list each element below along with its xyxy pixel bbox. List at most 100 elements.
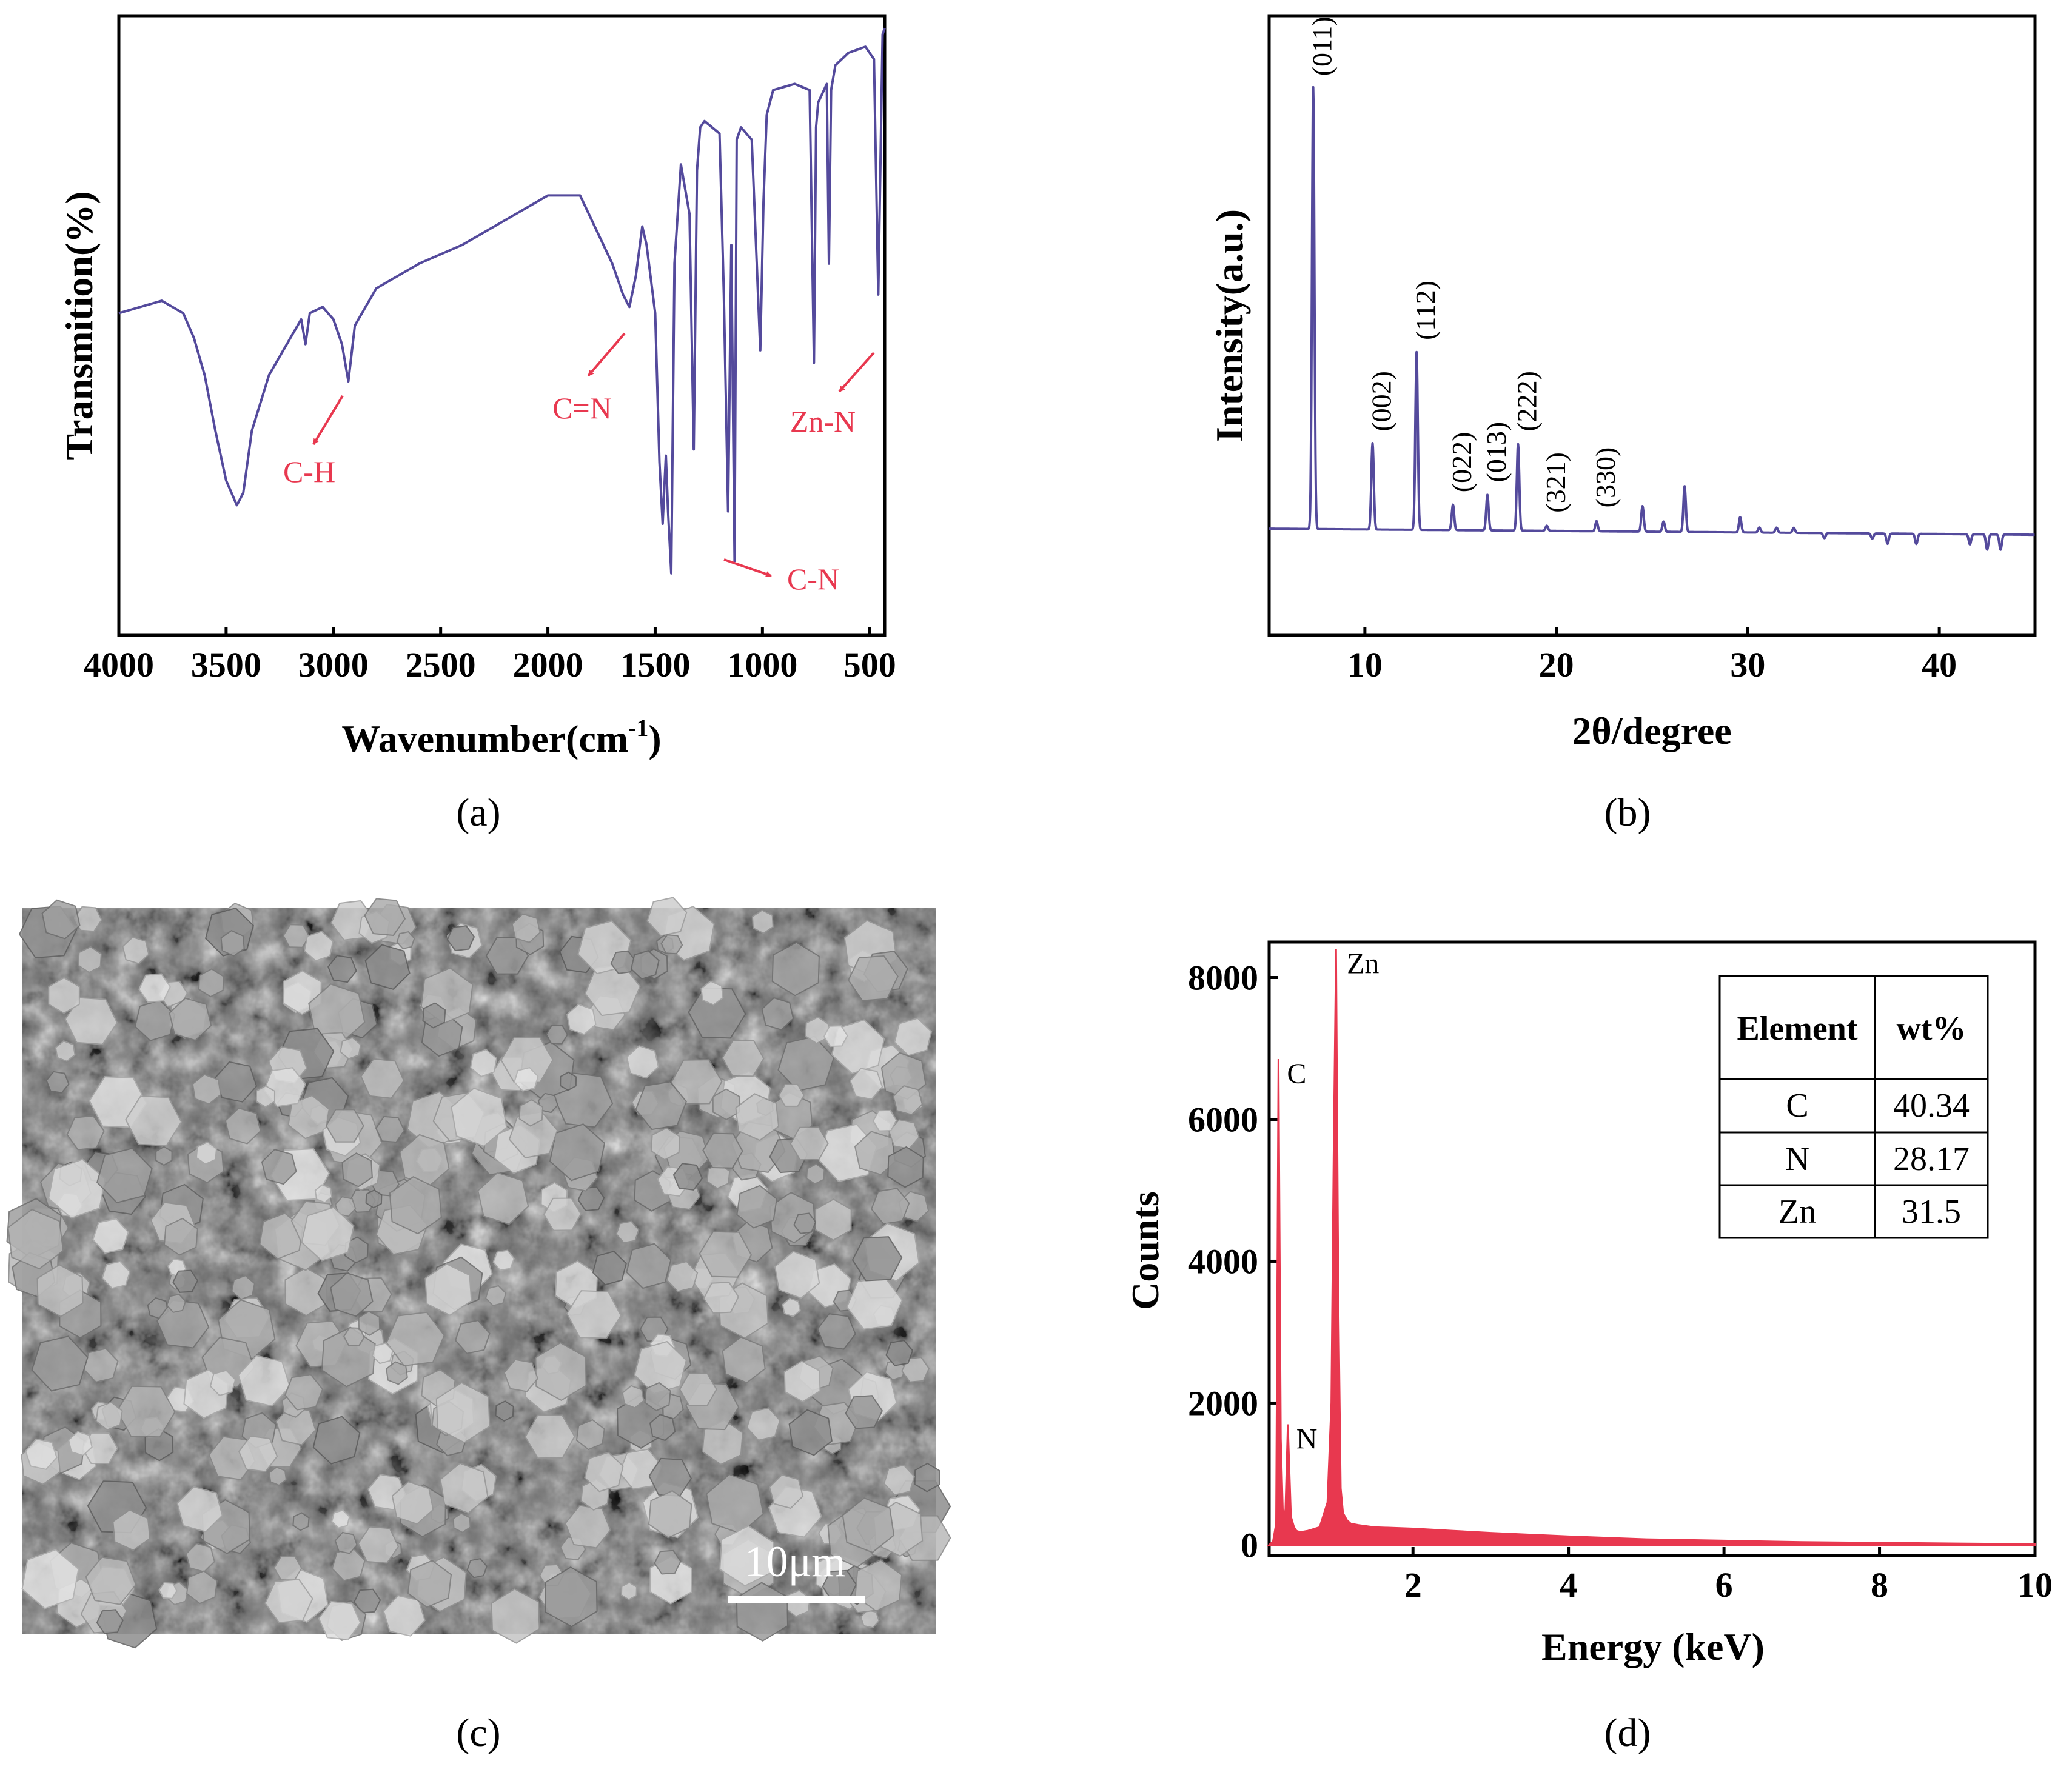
sem-crystal xyxy=(847,955,899,1001)
xrd-peak-labels: (011) (002) (112) (022) (013)(222) (321) (330) xyxy=(1307,16,1621,512)
sem-crystal xyxy=(679,1372,717,1406)
sem-crystal xyxy=(45,1071,70,1094)
sem-crystal xyxy=(492,1249,515,1271)
table-cell-element: Zn xyxy=(1779,1193,1816,1231)
sem-crystal xyxy=(7,1209,64,1270)
sem-crystal xyxy=(292,1512,310,1531)
sem-crystal xyxy=(771,941,820,997)
sem-crystal xyxy=(360,1058,405,1099)
x-tick-label: 8 xyxy=(1871,1565,1888,1605)
annotation-arrow-cn-double xyxy=(587,332,626,377)
sem-crystal xyxy=(491,1588,540,1644)
sem-crystal xyxy=(340,1037,361,1060)
table-cell-value: 28.17 xyxy=(1893,1140,1970,1178)
sem-crystal xyxy=(155,1146,173,1166)
sem-crystal xyxy=(327,955,357,983)
sem-crystal xyxy=(850,1068,883,1100)
sem-crystal xyxy=(508,1111,558,1158)
ftir-series xyxy=(118,27,886,575)
sem-crystal xyxy=(914,1462,940,1493)
y-tick-label: 2000 xyxy=(1188,1383,1258,1423)
table-cell-value: 40.34 xyxy=(1893,1087,1970,1125)
sem-crystal xyxy=(761,997,794,1031)
sem-crystal xyxy=(364,944,411,990)
sem-crystal xyxy=(331,1509,350,1529)
sem-crystal xyxy=(660,934,683,955)
table-cell-element: C xyxy=(1786,1087,1808,1125)
sem-crystal xyxy=(48,977,80,1014)
x-tick-label: 1500 xyxy=(620,645,690,684)
sem-crystal xyxy=(885,1340,914,1366)
panel-label-c: (c) xyxy=(456,1711,500,1755)
sem-crystal xyxy=(169,997,212,1041)
sem-crystal xyxy=(237,1355,291,1407)
sem-crystal xyxy=(634,1340,687,1395)
sem-crystal xyxy=(371,1342,394,1365)
sem-crystal xyxy=(275,1405,317,1446)
scale-bar xyxy=(728,1596,865,1603)
sem-crystal xyxy=(386,1361,408,1385)
sem-crystal xyxy=(209,1369,236,1396)
sem-crystal xyxy=(545,1025,568,1045)
x-tick-label: 6 xyxy=(1715,1565,1733,1605)
sem-crystal xyxy=(68,1431,93,1457)
xrd-line xyxy=(1268,85,2036,551)
y-tick-label: 6000 xyxy=(1188,1100,1258,1139)
xrd-plot-frame xyxy=(1267,14,2037,637)
peak-label: (222) xyxy=(1511,371,1542,432)
x-tick-label: 4000 xyxy=(84,645,154,684)
sem-crystal xyxy=(138,973,171,1003)
sem-crystal xyxy=(325,1109,364,1143)
peak-label: (330) xyxy=(1590,447,1621,508)
x-tick-label: 2500 xyxy=(406,645,476,684)
sem-crystal xyxy=(788,1409,833,1456)
sem-crystal xyxy=(484,1285,507,1306)
x-tick-label: 4 xyxy=(1560,1565,1577,1605)
sem-crystal xyxy=(466,1558,488,1579)
sem-crystal xyxy=(25,1438,58,1470)
sem-crystal xyxy=(650,1127,681,1161)
sem-crystal xyxy=(224,1107,261,1145)
table-frame xyxy=(1718,975,1989,1239)
x-tick-label: 1000 xyxy=(727,645,797,684)
sem-crystal xyxy=(36,1264,84,1317)
sem-crystal xyxy=(872,1109,897,1132)
sem-crystal xyxy=(592,1251,627,1286)
sem-crystal xyxy=(96,1609,124,1634)
sem-crystal xyxy=(314,1184,333,1203)
sem-crystal xyxy=(85,1556,137,1605)
sem-crystal xyxy=(845,1395,883,1429)
sem-crystal xyxy=(343,1327,365,1347)
sem-crystal xyxy=(389,1176,442,1235)
sem-crystal xyxy=(122,936,150,964)
sem-crystal xyxy=(736,1185,777,1229)
sem-crystal xyxy=(577,1186,605,1212)
xrd-y-axis-title: Intensity(a.u.) xyxy=(1208,209,1251,442)
sem-crystal xyxy=(525,1414,575,1459)
sem-crystal xyxy=(41,899,81,940)
y-tick-label: 4000 xyxy=(1188,1242,1258,1281)
sem-crystal xyxy=(778,1083,805,1107)
x-tick-label: 500 xyxy=(843,645,896,684)
sem-crystal xyxy=(186,1542,215,1573)
eds-composition-table: Element wt% C 40.34 N 28.17 Zn 31.5 xyxy=(1718,975,1989,1239)
x-tick-label: 3000 xyxy=(298,645,369,684)
sem-crystal xyxy=(893,1085,923,1116)
sem-crystal xyxy=(220,929,245,957)
sem-crystal xyxy=(635,1081,687,1131)
table-cell-value: 31.5 xyxy=(1902,1193,1961,1231)
sem-crystal xyxy=(66,1115,105,1151)
sem-crystal xyxy=(195,1141,218,1165)
sem-crystal xyxy=(545,1566,598,1628)
sem-crystal xyxy=(21,1549,79,1610)
sem-crystal xyxy=(783,1360,821,1403)
sem-crystal xyxy=(95,1401,123,1431)
annotation-arrow-zn-n xyxy=(838,352,875,393)
sem-crystal xyxy=(452,1513,471,1533)
sem-crystal xyxy=(654,1549,682,1575)
sem-crystal xyxy=(722,1336,766,1384)
sem-crystal xyxy=(814,1198,852,1241)
sem-crystal xyxy=(284,1374,324,1411)
eds-peak-label: Zn xyxy=(1347,948,1379,980)
annotation-arrow-ch xyxy=(312,395,344,446)
